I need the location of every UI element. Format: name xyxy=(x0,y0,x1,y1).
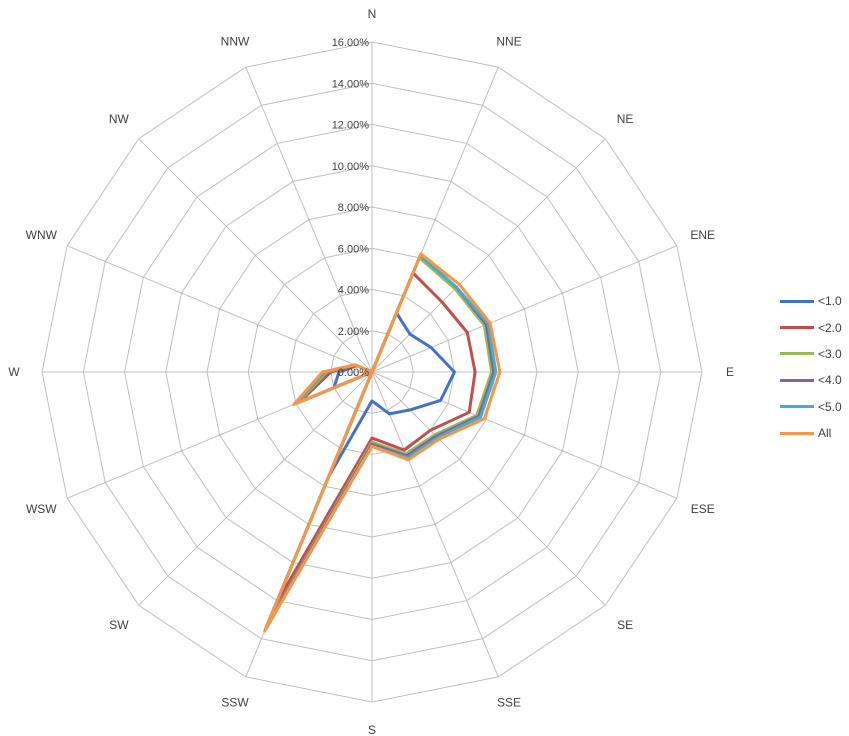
direction-label-n: N xyxy=(368,7,377,21)
direction-label-w: W xyxy=(8,365,20,379)
radar-chart: N NNE NE ENE E ESE SE SSE S SSW SW WSW W WNW NW NNW 0.0… xyxy=(8,7,734,736)
legend-item: <5.0 xyxy=(780,394,849,420)
legend-item: <3.0 xyxy=(780,341,849,367)
direction-label-e: E xyxy=(726,365,734,379)
legend-swatch xyxy=(780,431,814,435)
direction-label-wnw: WNW xyxy=(26,228,58,242)
spoke-sw xyxy=(138,371,373,606)
tick-label: 10.00% xyxy=(332,161,370,173)
direction-label-sse: SSE xyxy=(497,696,521,710)
direction-label-nne: NNE xyxy=(496,34,521,48)
direction-label-nnw: NNW xyxy=(221,34,250,48)
direction-label-sw: SW xyxy=(109,618,129,632)
legend-swatch xyxy=(780,299,814,303)
tick-label: 16.00% xyxy=(332,37,370,49)
spoke-wnw xyxy=(66,245,373,373)
tick-label: 0.00% xyxy=(338,367,369,379)
legend-item: <2.0 xyxy=(780,314,849,340)
spoke-nw xyxy=(138,138,373,373)
tick-label: 8.00% xyxy=(338,202,369,214)
direction-label-ese: ESE xyxy=(691,502,715,516)
series-line-0 xyxy=(327,311,456,479)
direction-labels: N NNE NE ENE E ESE SE SSE S SSW SW WSW W WNW NW NNW xyxy=(8,7,734,736)
spoke-nnw xyxy=(245,66,373,373)
spoke-ene xyxy=(371,245,678,373)
legend-label: All xyxy=(818,426,832,441)
legend-item: <1.0 xyxy=(780,288,849,314)
direction-label-s: S xyxy=(368,723,376,736)
direction-label-wsw: WSW xyxy=(26,502,57,516)
direction-label-nw: NW xyxy=(109,112,130,126)
legend-label: <4.0 xyxy=(818,373,842,388)
legend-label: <1.0 xyxy=(818,294,842,309)
direction-label-ne: NE xyxy=(617,112,634,126)
tick-label: 4.00% xyxy=(338,285,369,297)
legend: <1.0 <2.0 <3.0 <4.0 <5.0 All xyxy=(780,288,849,446)
spoke-ese xyxy=(371,371,678,499)
radial-tick-labels: 0.00% 2.00% 4.00% 6.00% 8.00% 10.00% 12.00% 14.… xyxy=(332,37,370,379)
tick-label: 2.00% xyxy=(338,326,369,338)
legend-item: All xyxy=(780,420,849,446)
tick-label: 6.00% xyxy=(338,243,369,255)
radar-series xyxy=(263,252,502,633)
series-line-1 xyxy=(274,271,477,606)
legend-label: <5.0 xyxy=(818,399,842,414)
direction-label-se: SE xyxy=(617,618,633,632)
legend-label: <2.0 xyxy=(818,320,842,335)
direction-label-ssw: SSW xyxy=(221,696,249,710)
legend-swatch xyxy=(780,352,814,356)
spoke-sse xyxy=(371,371,499,678)
legend-swatch xyxy=(780,378,814,382)
legend-swatch xyxy=(780,405,814,409)
legend-item: <4.0 xyxy=(780,367,849,393)
tick-label: 14.00% xyxy=(332,78,370,90)
tick-label: 12.00% xyxy=(332,120,370,132)
series-line-5 xyxy=(263,252,502,633)
legend-label: <3.0 xyxy=(818,346,842,361)
direction-label-ene: ENE xyxy=(690,228,715,242)
legend-swatch xyxy=(780,326,814,330)
